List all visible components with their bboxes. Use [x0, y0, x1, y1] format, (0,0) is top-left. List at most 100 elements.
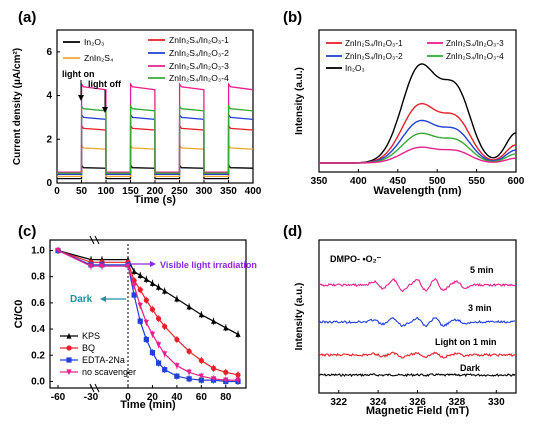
legend-label: In₂O₃	[84, 37, 104, 47]
trace-label: 5 min	[470, 265, 494, 275]
series-line-4	[319, 146, 517, 164]
data-point	[131, 283, 137, 289]
data-point	[186, 303, 192, 310]
data-point	[143, 319, 149, 326]
arrow-dark-head	[100, 296, 106, 302]
legend-label: ZnIn₂S₄	[84, 53, 114, 63]
arrow-on-head	[78, 95, 84, 101]
axis-break-bottom	[89, 383, 100, 393]
annotation-visible-light: Visible light irradiation	[160, 260, 257, 270]
x-tick-label: -60	[51, 392, 66, 403]
y-tick-label: 6	[46, 47, 52, 58]
panel-label: (a)	[18, 9, 36, 26]
legend-label: ZnIn₂S₄/In₂O₃-4	[169, 73, 229, 83]
y-tick-label: 0.4	[31, 324, 45, 335]
data-point	[137, 272, 143, 278]
panel-c: -60 -30 0 20 40 60 80 0.0 0.2 0.4 0.6 0.8 1.0 Time (m…	[13, 223, 257, 411]
x-tick-label: 400	[350, 176, 367, 187]
legend-label: BQ	[82, 343, 95, 353]
data-point	[186, 376, 192, 382]
x-axis-label: Wavelength (nm)	[373, 185, 462, 197]
data-point	[162, 287, 168, 294]
legend-marker	[66, 345, 72, 351]
series-line-1	[318, 351, 516, 359]
legend-label: EDTA-2Na	[82, 355, 125, 365]
series-line-1	[57, 249, 239, 376]
y-tick-label: 2	[46, 134, 52, 145]
x-tick-label: 80	[220, 392, 232, 403]
data-point	[174, 336, 180, 343]
plot-frame	[49, 239, 247, 389]
y-tick-label: 0.2	[31, 350, 45, 361]
x-tick-label: 350	[311, 176, 328, 187]
x-tick-label: 322	[330, 397, 347, 408]
data-point	[155, 360, 162, 366]
data-point	[162, 323, 168, 330]
data-point	[174, 295, 180, 302]
data-point	[162, 351, 168, 358]
data-point	[149, 280, 156, 286]
legend-label: KPS	[82, 331, 100, 341]
annotation-dark: Dark	[70, 294, 93, 305]
data-point	[143, 336, 149, 343]
x-tick-label: 50	[76, 186, 88, 197]
data-point	[125, 263, 131, 270]
x-tick-label: 200	[147, 186, 164, 197]
x-tick-label: 550	[468, 176, 485, 187]
series-line-3	[318, 277, 516, 293]
x-tick-label: 60	[196, 392, 208, 403]
series-line-3	[57, 249, 238, 381]
legend-label: ZnIn₂S₄/In₂O₃-2	[169, 48, 229, 58]
legend-label: In₂O₃	[345, 64, 365, 73]
x-axis-label: Time (s)	[134, 194, 176, 206]
series-line-2	[57, 249, 238, 383]
data-point	[174, 363, 180, 369]
annotation-light-on: light on	[62, 69, 95, 79]
x-tick-label: 20	[147, 392, 159, 403]
data-point	[198, 377, 204, 383]
data-point	[99, 263, 105, 270]
data-point	[223, 369, 229, 375]
series-line-0	[57, 249, 239, 335]
x-tick-label: 350	[220, 186, 237, 197]
y-axis-label: Intensity (a.u.)	[294, 283, 305, 351]
data-point	[131, 292, 137, 298]
y-axis-label: Current density (μA/cm²)	[12, 48, 23, 165]
x-tick-label: 600	[508, 176, 525, 187]
data-point	[149, 306, 156, 313]
y-tick-label: 1.0	[31, 245, 45, 256]
x-tick-label: 500	[429, 176, 446, 187]
trace-label: Dark	[460, 363, 481, 373]
series-line-5	[57, 104, 253, 174]
data-point	[235, 331, 241, 337]
legend-marker	[66, 332, 72, 339]
x-axis-label: Magnetic Field (mT)	[366, 405, 470, 417]
data-point	[162, 367, 168, 373]
trace-label: 3 min	[468, 303, 492, 313]
x-tick-label: 250	[171, 186, 188, 197]
data-point	[210, 376, 217, 382]
plot-frame	[318, 29, 517, 173]
legend-label: ZnIn₂S₄/In₂O₃-2	[345, 52, 403, 61]
legend-label: no scavenger	[82, 367, 136, 377]
legend-label: ZnIn₂S₄/In₂O₃-3	[446, 39, 504, 48]
data-point	[149, 331, 156, 338]
panel-label: (d)	[283, 223, 302, 240]
data-point	[137, 287, 143, 293]
annotation-light-off: light off	[88, 79, 122, 89]
y-tick-label: 0.6	[31, 298, 45, 309]
y-tick-label: 0	[46, 178, 52, 189]
legend-label: ZnIn₂S₄/In₂O₃-3	[169, 61, 229, 71]
data-point	[155, 342, 162, 348]
series-line-2	[319, 119, 517, 164]
x-tick-label: 326	[409, 397, 426, 408]
data-point	[55, 247, 61, 254]
legend-label: ZnIn₂S₄/In₂O₃-1	[169, 35, 229, 45]
x-tick-label: 324	[370, 397, 387, 408]
data-point	[186, 348, 192, 354]
data-point	[155, 284, 162, 290]
axis-break-top	[89, 235, 100, 245]
data-point	[198, 311, 204, 318]
y-axis-label: Ct/C0	[13, 300, 25, 329]
data-point	[174, 373, 180, 379]
